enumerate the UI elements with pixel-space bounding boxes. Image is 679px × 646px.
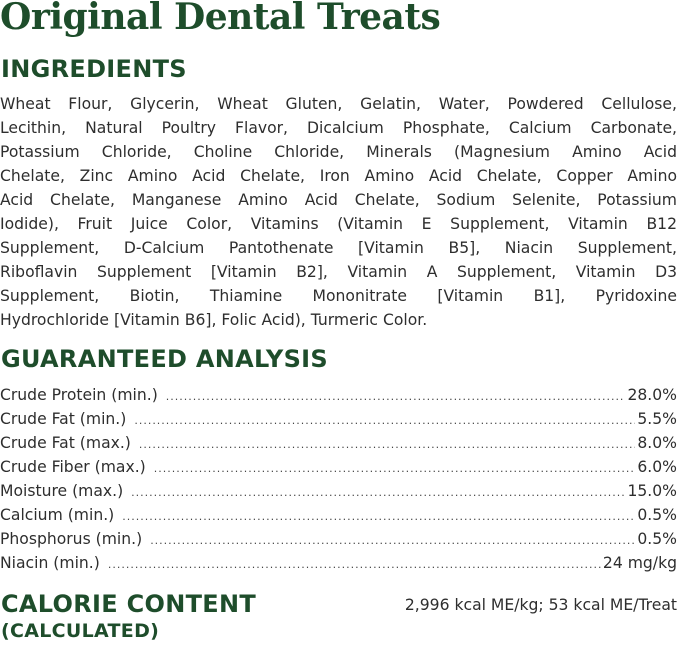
dot-leader: ........................................…: [165, 390, 626, 403]
dot-leader: ........................................…: [122, 510, 635, 523]
ingredients-line: Lecithin, Natural Poultry Flavor, Dicalc…: [0, 119, 677, 137]
analysis-row: Phosphorus (min.).......................…: [0, 527, 677, 551]
analysis-row: Calcium (min.)..........................…: [0, 503, 677, 527]
dot-leader: ........................................…: [134, 414, 636, 427]
analysis-table: Crude Protein (min.)....................…: [0, 383, 677, 575]
dot-leader: ........................................…: [107, 558, 601, 571]
nutrient-value: 5.5%: [637, 410, 677, 428]
nutrient-label: Crude Fiber (max.): [0, 458, 146, 476]
ingredients-line: Chelate, Zinc Amino Acid Chelate, Iron A…: [0, 167, 677, 185]
dot-leader: ........................................…: [153, 462, 636, 475]
nutrient-value: 0.5%: [637, 530, 677, 548]
analysis-row: Crude Protein (min.)....................…: [0, 383, 677, 407]
ingredients-line: Hydrochloride [Vitamin B6], Folic Acid),…: [0, 311, 428, 329]
nutrient-label: Phosphorus (min.): [0, 530, 143, 548]
nutrient-value: 24 mg/kg: [602, 554, 677, 572]
product-title: Original Dental Treats: [0, 0, 441, 38]
ingredients-line: Iodide), Fruit Juice Color, Vitamins (Vi…: [0, 215, 677, 233]
nutrient-label: Moisture (max.): [0, 482, 124, 500]
calorie-value: 2,996 kcal ME/kg; 53 kcal ME/Treat: [404, 596, 677, 614]
dot-leader: ........................................…: [150, 534, 635, 547]
nutrient-value: 8.0%: [637, 434, 677, 452]
calorie-subheading: (CALCULATED): [1, 620, 160, 642]
dot-leader: ........................................…: [138, 438, 635, 451]
nutrient-label: Crude Fat (max.): [0, 434, 131, 452]
ingredients-line: Potassium Chloride, Choline Chloride, Mi…: [0, 143, 677, 161]
ingredients-list: Wheat Flour, Glycerin, Wheat Gluten, Gel…: [0, 92, 677, 332]
analysis-row: Crude Fiber (max.)......................…: [0, 455, 677, 479]
nutrient-label: Crude Protein (min.): [0, 386, 158, 404]
ingredients-heading: INGREDIENTS: [1, 55, 187, 83]
nutrient-value: 6.0%: [637, 458, 677, 476]
analysis-row: Niacin (min.)...........................…: [0, 551, 677, 575]
nutrient-value: 0.5%: [637, 506, 677, 524]
ingredients-line: Acid Chelate, Manganese Amino Acid Chela…: [0, 191, 677, 209]
nutrient-label: Niacin (min.): [0, 554, 100, 572]
ingredients-line: Riboflavin Supplement [Vitamin B2], Vita…: [0, 263, 677, 281]
nutrient-label: Crude Fat (min.): [0, 410, 127, 428]
analysis-heading: GUARANTEED ANALYSIS: [1, 345, 328, 373]
ingredients-line: Wheat Flour, Glycerin, Wheat Gluten, Gel…: [0, 95, 677, 113]
analysis-row: Crude Fat (min.)........................…: [0, 407, 677, 431]
dot-leader: ........................................…: [131, 486, 626, 499]
nutrient-value: 15.0%: [627, 482, 677, 500]
analysis-row: Moisture (max.).........................…: [0, 479, 677, 503]
ingredients-line: Supplement, D-Calcium Pantothenate [Vita…: [0, 239, 677, 257]
ingredients-line: Supplement, Biotin, Thiamine Mononitrate…: [0, 287, 677, 305]
calorie-heading: CALORIE CONTENT: [1, 590, 257, 618]
analysis-row: Crude Fat (max.)........................…: [0, 431, 677, 455]
nutrient-label: Calcium (min.): [0, 506, 115, 524]
nutrient-value: 28.0%: [627, 386, 677, 404]
